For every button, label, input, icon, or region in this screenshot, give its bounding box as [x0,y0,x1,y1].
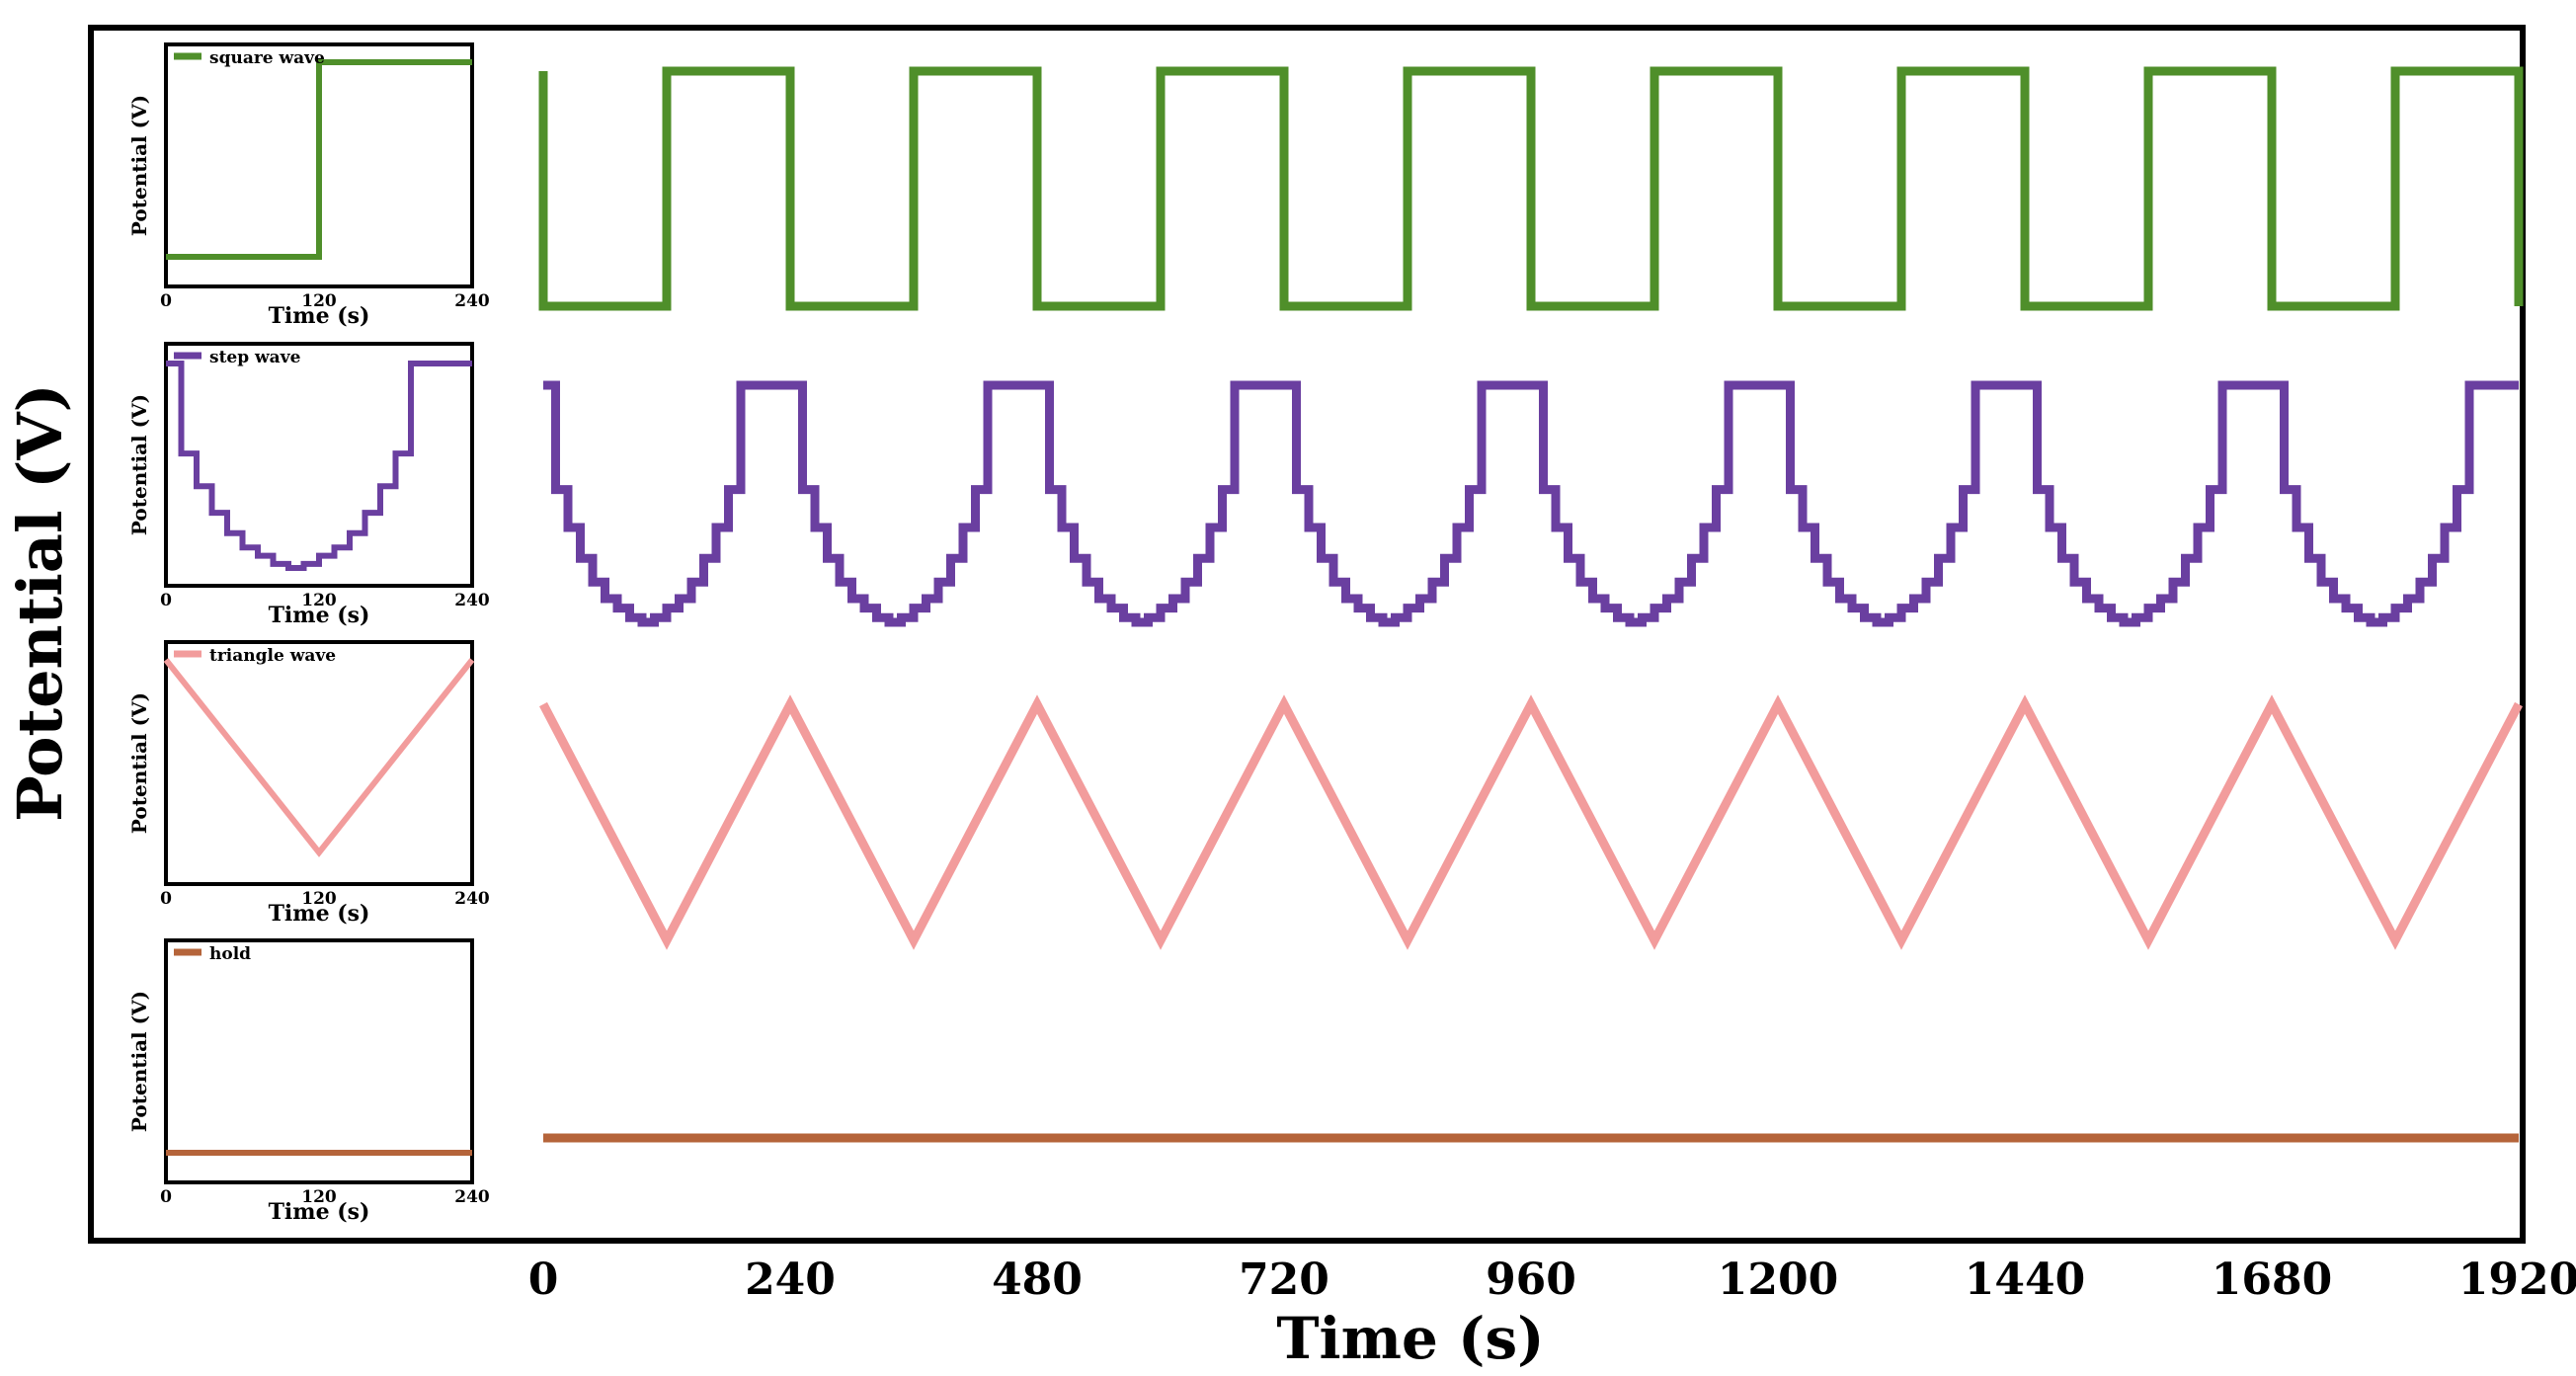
inset-xtick-label: 0 [160,1187,172,1207]
inset-xtick-label: 240 [454,591,490,610]
main-series-square [538,66,2524,311]
inset-xlabel: Time (s) [269,1199,370,1225]
inset-triangle-wave: triangle wave Potential (V) 0 120 240 Time (s… [127,640,490,927]
inset-xtick-label: 0 [160,889,172,909]
inset-ylabel: Potential (V) [127,95,151,236]
inset-series-line [163,658,475,857]
main-xtick-label: 240 [745,1255,836,1305]
legend-label: square wave [209,48,325,68]
main-xtick-label: 0 [528,1255,559,1305]
main-series-step [543,380,2519,627]
inset-square-wave: square wave Potential (V) 0 120 240 Time (s) [127,42,490,329]
main-xtick-label: 1920 [2458,1255,2576,1305]
main-xtick-labels: 0 240 480 720 960 1200 1440 1680 1920 [528,1255,2576,1305]
main-xlabel: Time (s) [1276,1305,1544,1372]
main-xtick-label: 1440 [1965,1255,2085,1305]
inset-xtick-label: 0 [160,291,172,311]
main-traces [538,66,2524,1143]
main-xtick-label: 480 [992,1255,1083,1305]
main-xtick-label: 720 [1239,1255,1329,1305]
inset-series-line [166,59,472,260]
inset-xtick-label: 120 [301,889,337,909]
inset-xtick-label: 120 [301,591,337,610]
legend-label: hold [209,944,251,964]
legend-label: triangle wave [209,646,336,666]
inset-xtick-label: 240 [454,1187,490,1207]
inset-xtick-label: 120 [301,291,337,311]
inset-xtick-label: 240 [454,889,490,909]
inset-frame [164,640,474,886]
inset-xlabel: Time (s) [269,603,370,628]
inset-ylabel: Potential (V) [127,394,151,535]
main-xtick-label: 1680 [2212,1255,2332,1305]
inset-frame [164,938,474,1184]
inset-xlabel: Time (s) [269,303,370,329]
inset-series-line [166,361,472,571]
inset-hold: hold Potential (V) 0 120 240 Time (s) [127,938,490,1225]
inset-frame [164,342,474,588]
main-xtick-label: 960 [1486,1255,1576,1305]
inset-ylabel: Potential (V) [127,692,151,834]
inset-step-wave: step wave Potential (V) 0 120 240 Time (s) [127,342,490,628]
main-xtick-label: 1200 [1718,1255,1838,1305]
inset-ylabel: Potential (V) [127,991,151,1132]
inset-xtick-label: 240 [454,291,490,311]
main-series-triangle [539,694,2523,950]
main-ylabel: Potential (V) [4,383,76,822]
inset-xtick-label: 0 [160,591,172,610]
legend-label: step wave [209,348,301,367]
main-plot-frame [88,25,2526,1244]
inset-xlabel: Time (s) [269,901,370,927]
inset-xtick-label: 120 [301,1187,337,1207]
